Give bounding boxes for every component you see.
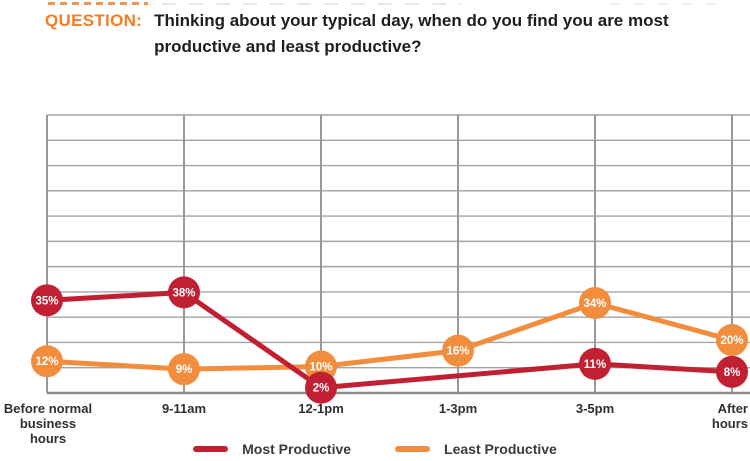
data-point-most-productive bbox=[168, 276, 200, 309]
data-point-most-productive bbox=[716, 355, 748, 388]
data-point-label: 9% bbox=[176, 364, 193, 376]
data-point-most-productive bbox=[31, 284, 63, 317]
data-point-least-productive bbox=[442, 334, 474, 367]
series-line-least-productive bbox=[44, 300, 735, 372]
data-point-least-productive bbox=[168, 353, 200, 386]
x-axis-label-3-5pm: 3-5pm bbox=[575, 401, 615, 416]
question-text-line2: productive and least productive? bbox=[154, 37, 422, 56]
data-point-label: 38% bbox=[172, 287, 195, 299]
data-point-label: 12% bbox=[35, 356, 58, 368]
data-point-label: 2% bbox=[313, 383, 330, 395]
x-axis-label-after-hours: After hours bbox=[711, 401, 748, 431]
question-text-line1: Thinking about your typical day, when do… bbox=[154, 11, 669, 30]
data-point-label: 16% bbox=[446, 346, 469, 358]
x-axis-label-12-1pm: 12-1pm bbox=[298, 401, 344, 416]
legend-item-most-productive: Most Productive bbox=[193, 441, 351, 457]
data-point-least-productive bbox=[716, 324, 748, 357]
legend-label-least-productive: Least Productive bbox=[444, 441, 557, 457]
legend-label-most-productive: Most Productive bbox=[242, 441, 352, 457]
chart-legend: Most Productive Least Productive bbox=[0, 441, 750, 457]
data-point-label: 8% bbox=[724, 367, 741, 379]
data-point-most-productive bbox=[579, 347, 611, 380]
data-point-most-productive bbox=[305, 371, 337, 404]
x-axis-label-before-normal-business-hours: Before normal business hours bbox=[3, 401, 93, 446]
series-line-most-productive bbox=[44, 289, 735, 391]
data-point-label: 11% bbox=[584, 359, 606, 371]
legend-swatch-least-productive bbox=[395, 446, 431, 452]
x-axis-label-1-3pm: 1-3pm bbox=[438, 401, 478, 416]
data-point-least-productive bbox=[579, 286, 611, 319]
data-point-label: 35% bbox=[35, 295, 58, 307]
question-header: QUESTION: Thinking about your typical da… bbox=[45, 8, 669, 60]
question-text: Thinking about your typical day, when do… bbox=[154, 8, 668, 60]
legend-swatch-most-productive bbox=[193, 446, 229, 452]
data-point-label: 10% bbox=[309, 362, 332, 374]
x-axis-label-9-11am: 9-11am bbox=[161, 401, 207, 416]
legend-item-least-productive: Least Productive bbox=[395, 441, 557, 457]
question-label: QUESTION: bbox=[45, 11, 143, 30]
data-point-label: 34% bbox=[583, 298, 606, 310]
data-point-label: 20% bbox=[720, 335, 743, 347]
data-point-least-productive bbox=[31, 345, 63, 378]
